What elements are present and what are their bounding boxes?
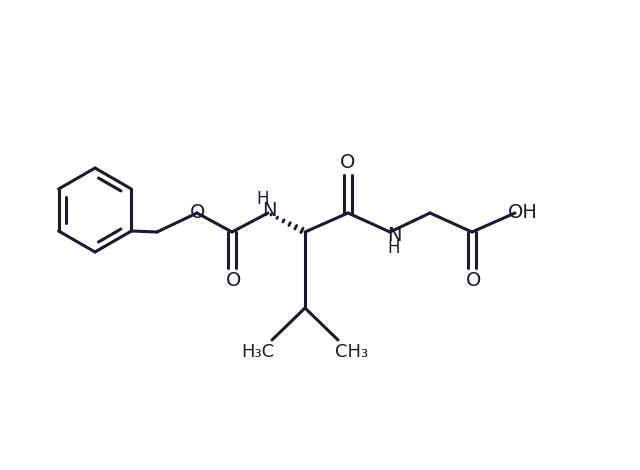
Text: OH: OH <box>508 203 538 221</box>
Text: H: H <box>257 190 269 208</box>
Text: O: O <box>227 271 242 290</box>
Text: CH₃: CH₃ <box>335 343 369 361</box>
Text: O: O <box>340 154 356 172</box>
Text: N: N <box>262 201 276 219</box>
Text: O: O <box>190 203 205 221</box>
Text: H₃C: H₃C <box>241 343 275 361</box>
Text: H: H <box>388 239 400 257</box>
Text: O: O <box>467 271 482 290</box>
Text: N: N <box>387 226 401 244</box>
